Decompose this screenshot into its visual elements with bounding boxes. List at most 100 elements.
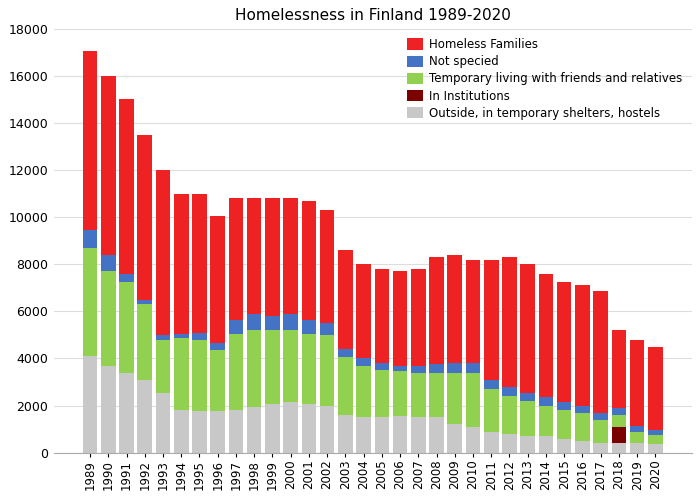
Bar xyxy=(320,335,335,405)
Bar xyxy=(612,415,626,427)
Bar xyxy=(594,413,608,420)
Bar xyxy=(484,379,498,389)
Bar xyxy=(520,401,535,436)
Bar xyxy=(429,373,444,417)
Bar xyxy=(520,436,535,453)
Bar xyxy=(338,357,353,415)
Bar xyxy=(557,410,571,439)
Bar xyxy=(137,304,152,379)
Bar xyxy=(265,404,280,453)
Bar xyxy=(411,366,426,373)
Bar xyxy=(320,210,335,323)
Bar xyxy=(174,334,188,339)
Bar xyxy=(320,323,335,335)
Bar xyxy=(502,434,517,453)
Bar xyxy=(320,405,335,453)
Bar xyxy=(484,259,498,379)
Bar xyxy=(466,373,480,427)
Bar xyxy=(411,417,426,453)
Bar xyxy=(502,257,517,387)
Bar xyxy=(174,194,188,334)
Bar xyxy=(193,333,206,340)
Bar xyxy=(284,314,298,330)
Bar xyxy=(466,259,480,363)
Bar xyxy=(155,335,170,340)
Bar xyxy=(229,320,243,334)
Bar xyxy=(648,445,663,453)
Bar xyxy=(211,350,225,411)
Bar xyxy=(648,430,663,435)
Bar xyxy=(447,363,462,373)
Bar xyxy=(338,415,353,453)
Bar xyxy=(119,282,134,373)
Bar xyxy=(247,407,262,453)
Bar xyxy=(466,363,480,373)
Bar xyxy=(630,340,645,426)
Bar xyxy=(612,330,626,408)
Bar xyxy=(338,349,353,357)
Bar xyxy=(575,285,589,405)
Bar xyxy=(447,373,462,424)
Bar xyxy=(502,396,517,434)
Bar xyxy=(211,411,225,453)
Bar xyxy=(302,334,316,404)
Bar xyxy=(557,402,571,410)
Bar xyxy=(484,432,498,453)
Bar xyxy=(594,443,608,453)
Bar xyxy=(539,405,553,436)
Bar xyxy=(302,320,316,334)
Bar xyxy=(155,170,170,335)
Bar xyxy=(393,271,407,366)
Bar xyxy=(83,51,97,230)
Bar xyxy=(193,194,206,333)
Bar xyxy=(193,340,206,411)
Bar xyxy=(211,216,225,343)
Bar xyxy=(229,198,243,320)
Bar xyxy=(101,271,116,366)
Bar xyxy=(630,443,645,453)
Bar xyxy=(466,427,480,453)
Bar xyxy=(393,366,407,372)
Bar xyxy=(211,343,225,350)
Bar xyxy=(174,410,188,453)
Bar xyxy=(137,134,152,300)
Bar xyxy=(575,405,589,413)
Bar xyxy=(429,365,444,373)
Bar xyxy=(447,255,462,363)
Bar xyxy=(83,230,97,248)
Bar xyxy=(119,274,134,282)
Bar xyxy=(630,432,645,443)
Bar xyxy=(393,372,407,416)
Bar xyxy=(520,264,535,392)
Bar xyxy=(265,330,280,404)
Bar xyxy=(229,334,243,410)
Bar xyxy=(101,255,116,271)
Bar xyxy=(575,441,589,453)
Bar xyxy=(174,339,188,410)
Bar xyxy=(119,99,134,274)
Bar xyxy=(356,417,371,453)
Bar xyxy=(247,330,262,407)
Bar xyxy=(612,443,626,453)
Bar xyxy=(612,427,626,443)
Bar xyxy=(484,389,498,432)
Bar xyxy=(137,379,152,453)
Bar xyxy=(356,359,371,366)
Bar xyxy=(101,76,116,255)
Bar xyxy=(247,314,262,330)
Bar xyxy=(429,417,444,453)
Bar xyxy=(520,392,535,401)
Bar xyxy=(411,373,426,417)
Bar xyxy=(83,356,97,453)
Bar xyxy=(374,363,389,371)
Bar xyxy=(284,330,298,402)
Bar xyxy=(612,408,626,415)
Bar xyxy=(393,416,407,453)
Bar xyxy=(557,282,571,402)
Legend: Homeless Families, Not specied, Temporary living with friends and relatives, In : Homeless Families, Not specied, Temporar… xyxy=(403,34,686,123)
Bar xyxy=(83,248,97,356)
Bar xyxy=(265,198,280,316)
Bar xyxy=(119,373,134,453)
Bar xyxy=(356,366,371,417)
Bar xyxy=(374,269,389,363)
